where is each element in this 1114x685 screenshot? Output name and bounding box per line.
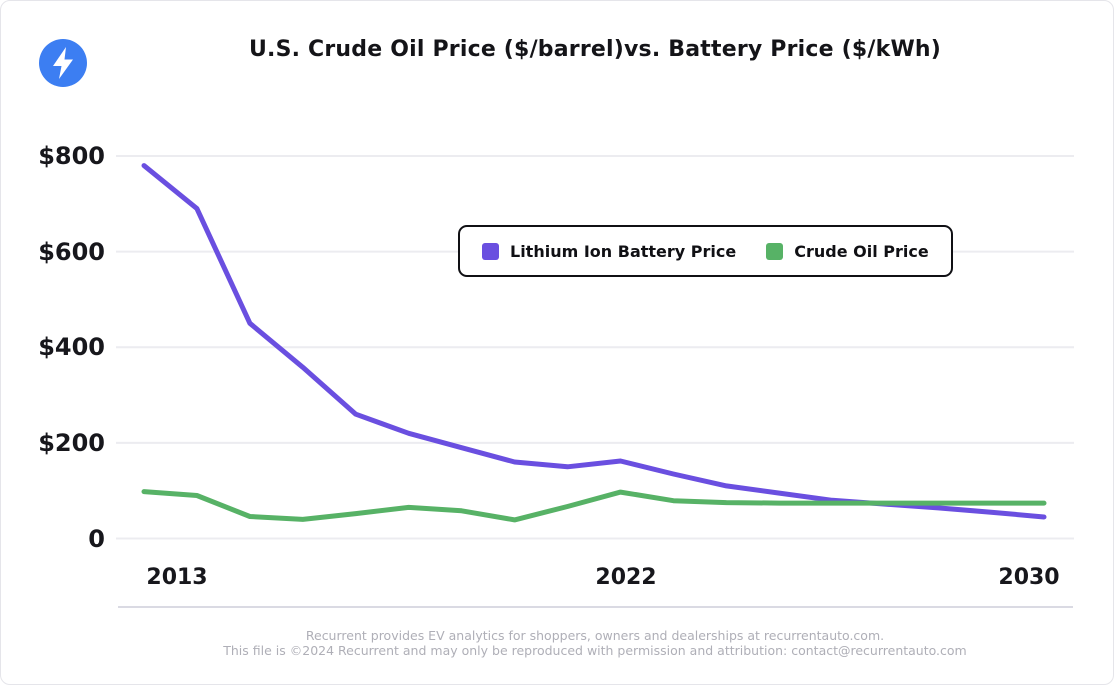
legend-label: Lithium Ion Battery Price <box>510 241 737 261</box>
series-line-lithium-ion-battery-price <box>141 163 1047 520</box>
y-tick-400: $400 <box>38 333 105 362</box>
x-tick-2022: 2022 <box>595 565 657 590</box>
x-tick-2030: 2030 <box>998 565 1060 590</box>
recurrent-logo <box>39 39 87 87</box>
series-line-crude-oil-price <box>141 489 1047 523</box>
chart-title: U.S. Crude Oil Price ($/barrel)vs. Batte… <box>248 37 942 62</box>
chart-legend: Lithium Ion Battery Price Crude Oil Price <box>458 225 953 277</box>
footer-line-2: This file is ©2024 Recurrent and may onl… <box>223 643 967 658</box>
legend-label: Crude Oil Price <box>794 241 929 261</box>
y-tick-600: $600 <box>38 237 105 266</box>
x-tick-2013: 2013 <box>146 565 208 590</box>
footer-divider <box>118 606 1073 608</box>
footer: Recurrent provides EV analytics for shop… <box>116 628 1074 658</box>
legend-swatch-icon <box>482 242 499 260</box>
y-tick-0: 0 <box>88 524 105 553</box>
y-tick-800: $800 <box>38 142 105 170</box>
lightning-bolt-icon <box>39 39 87 87</box>
legend-item-crude-oil-price: Crude Oil Price <box>766 241 929 261</box>
y-tick-200: $200 <box>38 428 105 457</box>
footer-line-1: Recurrent provides EV analytics for shop… <box>305 628 885 643</box>
legend-swatch-icon <box>766 242 784 260</box>
legend-item-lithium-ion-battery-price: Lithium Ion Battery Price <box>482 242 736 261</box>
